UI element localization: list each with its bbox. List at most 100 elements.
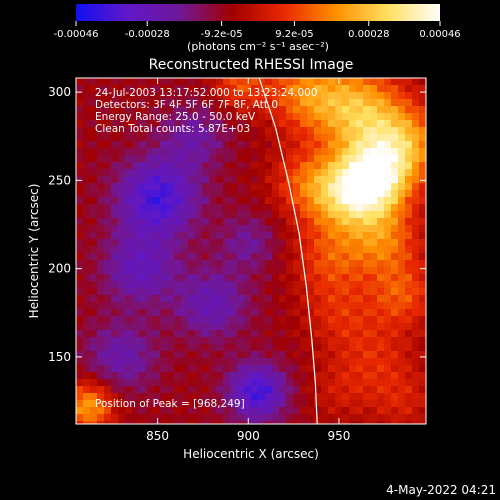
- heatmap-cell: [188, 204, 196, 212]
- heatmap-cell: [76, 78, 84, 86]
- heatmap-cell: [321, 295, 329, 303]
- heatmap-cell: [223, 274, 231, 282]
- heatmap-cell: [314, 323, 322, 331]
- heatmap-cell: [209, 414, 217, 422]
- heatmap-cell: [265, 386, 273, 394]
- heatmap-cell: [230, 106, 238, 114]
- heatmap-cell: [216, 260, 224, 268]
- heatmap-cell: [181, 246, 189, 254]
- heatmap-cell: [307, 99, 315, 107]
- heatmap-cell: [83, 232, 91, 240]
- heatmap-cell: [251, 85, 259, 93]
- heatmap-cell: [412, 99, 420, 107]
- heatmap-cell: [335, 113, 343, 121]
- heatmap-cell: [398, 183, 406, 191]
- heatmap-cell: [363, 162, 371, 170]
- heatmap-cell: [412, 358, 420, 366]
- heatmap-cell: [230, 358, 238, 366]
- heatmap-cell: [349, 288, 357, 296]
- heatmap-cell: [328, 92, 336, 100]
- heatmap-cell: [153, 358, 161, 366]
- heatmap-cell: [237, 414, 245, 422]
- heatmap-cell: [216, 267, 224, 275]
- heatmap-cell: [230, 253, 238, 261]
- heatmap-cell: [223, 78, 231, 86]
- heatmap-cell: [146, 113, 154, 121]
- heatmap-cell: [279, 414, 287, 422]
- heatmap-cell: [391, 267, 399, 275]
- heatmap-cell: [174, 414, 182, 422]
- heatmap-cell: [272, 169, 280, 177]
- heatmap-cell: [83, 197, 91, 205]
- heatmap-cell: [209, 106, 217, 114]
- heatmap-cell: [272, 407, 280, 415]
- heatmap-cell: [146, 421, 154, 424]
- heatmap-cell: [293, 393, 301, 401]
- heatmap-cell: [328, 407, 336, 415]
- heatmap-cell: [111, 260, 119, 268]
- heatmap-cell: [111, 190, 119, 198]
- heatmap-cell: [83, 218, 91, 226]
- heatmap-cell: [251, 246, 259, 254]
- heatmap-cell: [223, 316, 231, 324]
- heatmap-cell: [314, 197, 322, 205]
- heatmap-cell: [216, 421, 224, 424]
- heatmap-cell: [209, 337, 217, 345]
- heatmap-cell: [83, 141, 91, 149]
- heatmap-cell: [97, 386, 105, 394]
- heatmap-cell: [398, 113, 406, 121]
- heatmap-cell: [391, 288, 399, 296]
- heatmap-cell: [83, 316, 91, 324]
- heatmap-cell: [370, 246, 378, 254]
- heatmap-cell: [167, 337, 175, 345]
- heatmap-cell: [174, 260, 182, 268]
- heatmap-cell: [209, 120, 217, 128]
- heatmap-cell: [377, 393, 385, 401]
- heatmap-cell: [328, 162, 336, 170]
- heatmap-cell: [174, 239, 182, 247]
- heatmap-cell: [419, 330, 426, 338]
- heatmap-cell: [118, 99, 126, 107]
- heatmap-cell: [181, 113, 189, 121]
- heatmap-cell: [405, 302, 413, 310]
- heatmap-cell: [181, 407, 189, 415]
- heatmap-cell: [216, 323, 224, 331]
- heatmap-cell: [377, 92, 385, 100]
- heatmap-cell: [216, 78, 224, 86]
- heatmap-cell: [384, 393, 392, 401]
- heatmap-cell: [356, 183, 364, 191]
- heatmap-cell: [160, 393, 168, 401]
- heatmap-cell: [251, 239, 259, 247]
- heatmap-cell: [377, 414, 385, 422]
- heatmap-cell: [195, 281, 203, 289]
- heatmap-cell: [244, 365, 252, 373]
- heatmap-cell: [398, 302, 406, 310]
- heatmap-cell: [321, 106, 329, 114]
- heatmap-cell: [97, 274, 105, 282]
- heatmap-cell: [118, 260, 126, 268]
- heatmap-cell: [300, 344, 308, 352]
- heatmap-cell: [328, 372, 336, 380]
- heatmap-cell: [174, 351, 182, 359]
- heatmap-cell: [251, 106, 259, 114]
- heatmap-cell: [377, 253, 385, 261]
- heatmap-cell: [167, 288, 175, 296]
- heatmap-cell: [167, 365, 175, 373]
- heatmap-cell: [258, 267, 266, 275]
- heatmap-cell: [132, 134, 140, 142]
- heatmap-cell: [356, 253, 364, 261]
- heatmap-cell: [321, 134, 329, 142]
- heatmap-cell: [125, 106, 133, 114]
- heatmap-cell: [293, 407, 301, 415]
- heatmap-cell: [293, 253, 301, 261]
- heatmap-cell: [335, 337, 343, 345]
- y-tick-label: 250: [48, 173, 71, 187]
- heatmap-cell: [90, 141, 98, 149]
- heatmap-cell: [335, 386, 343, 394]
- heatmap-cell: [132, 407, 140, 415]
- heatmap-cell: [342, 351, 350, 359]
- heatmap-cell: [202, 393, 210, 401]
- heatmap-cell: [160, 211, 168, 219]
- heatmap-cell: [76, 302, 84, 310]
- heatmap-cell: [195, 365, 203, 373]
